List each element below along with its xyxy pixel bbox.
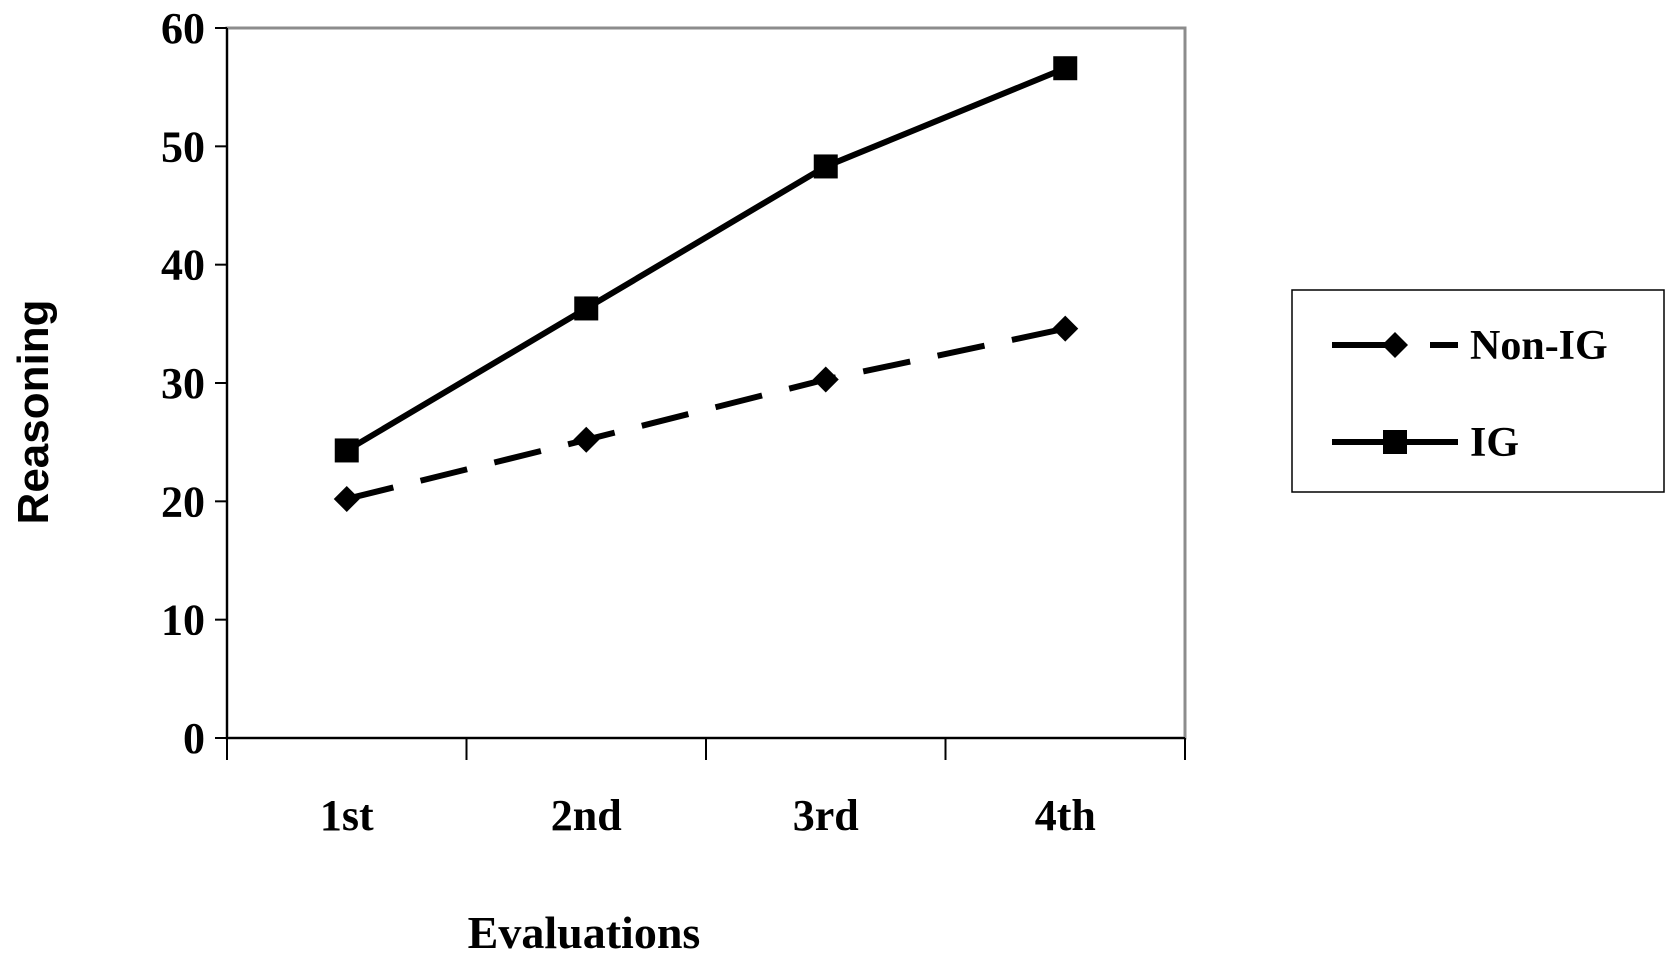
y-axis-title: Reasoning — [9, 300, 58, 525]
y-tick-label: 50 — [161, 122, 205, 171]
plot-area — [225, 26, 1187, 740]
legend-label: Non-IG — [1470, 323, 1608, 369]
data-point — [1053, 56, 1078, 81]
data-point — [813, 154, 838, 179]
legend-label: IG — [1470, 420, 1519, 466]
series-ig — [334, 56, 1078, 463]
x-tick-label: 3rd — [793, 791, 859, 840]
y-tick-label: 30 — [161, 359, 205, 408]
y-tick-label: 0 — [183, 714, 205, 763]
series-non-ig — [333, 315, 1079, 512]
y-tick-label: 40 — [161, 241, 205, 290]
data-point — [1052, 315, 1079, 342]
data-point — [573, 426, 600, 453]
data-point — [812, 366, 839, 393]
x-axis-title: Evaluations — [468, 907, 701, 958]
y-tick-label: 10 — [161, 596, 205, 645]
x-tick-label: 1st — [320, 791, 374, 840]
data-point — [334, 438, 359, 463]
legend-box — [1291, 289, 1665, 493]
series-line — [345, 65, 1067, 454]
legend-marker — [1383, 430, 1407, 454]
y-tick-label: 20 — [161, 477, 205, 526]
legend-item: Non-IG — [1332, 323, 1608, 369]
y-tick-label: 60 — [161, 4, 205, 53]
x-tick-label: 2nd — [551, 791, 622, 840]
x-tick-label: 4th — [1035, 791, 1096, 840]
legend: Non-IG IG — [1291, 289, 1665, 493]
data-point — [574, 296, 599, 321]
legend-marker — [1382, 332, 1408, 358]
y-axis-ticks: 0 10 20 30 40 50 60 — [161, 4, 227, 763]
legend-item: IG — [1332, 420, 1519, 466]
series-line — [346, 325, 1066, 502]
data-point — [333, 485, 360, 512]
x-axis-ticks: 1st 2nd 3rd 4th — [226, 738, 1186, 840]
series-layer — [333, 56, 1079, 512]
